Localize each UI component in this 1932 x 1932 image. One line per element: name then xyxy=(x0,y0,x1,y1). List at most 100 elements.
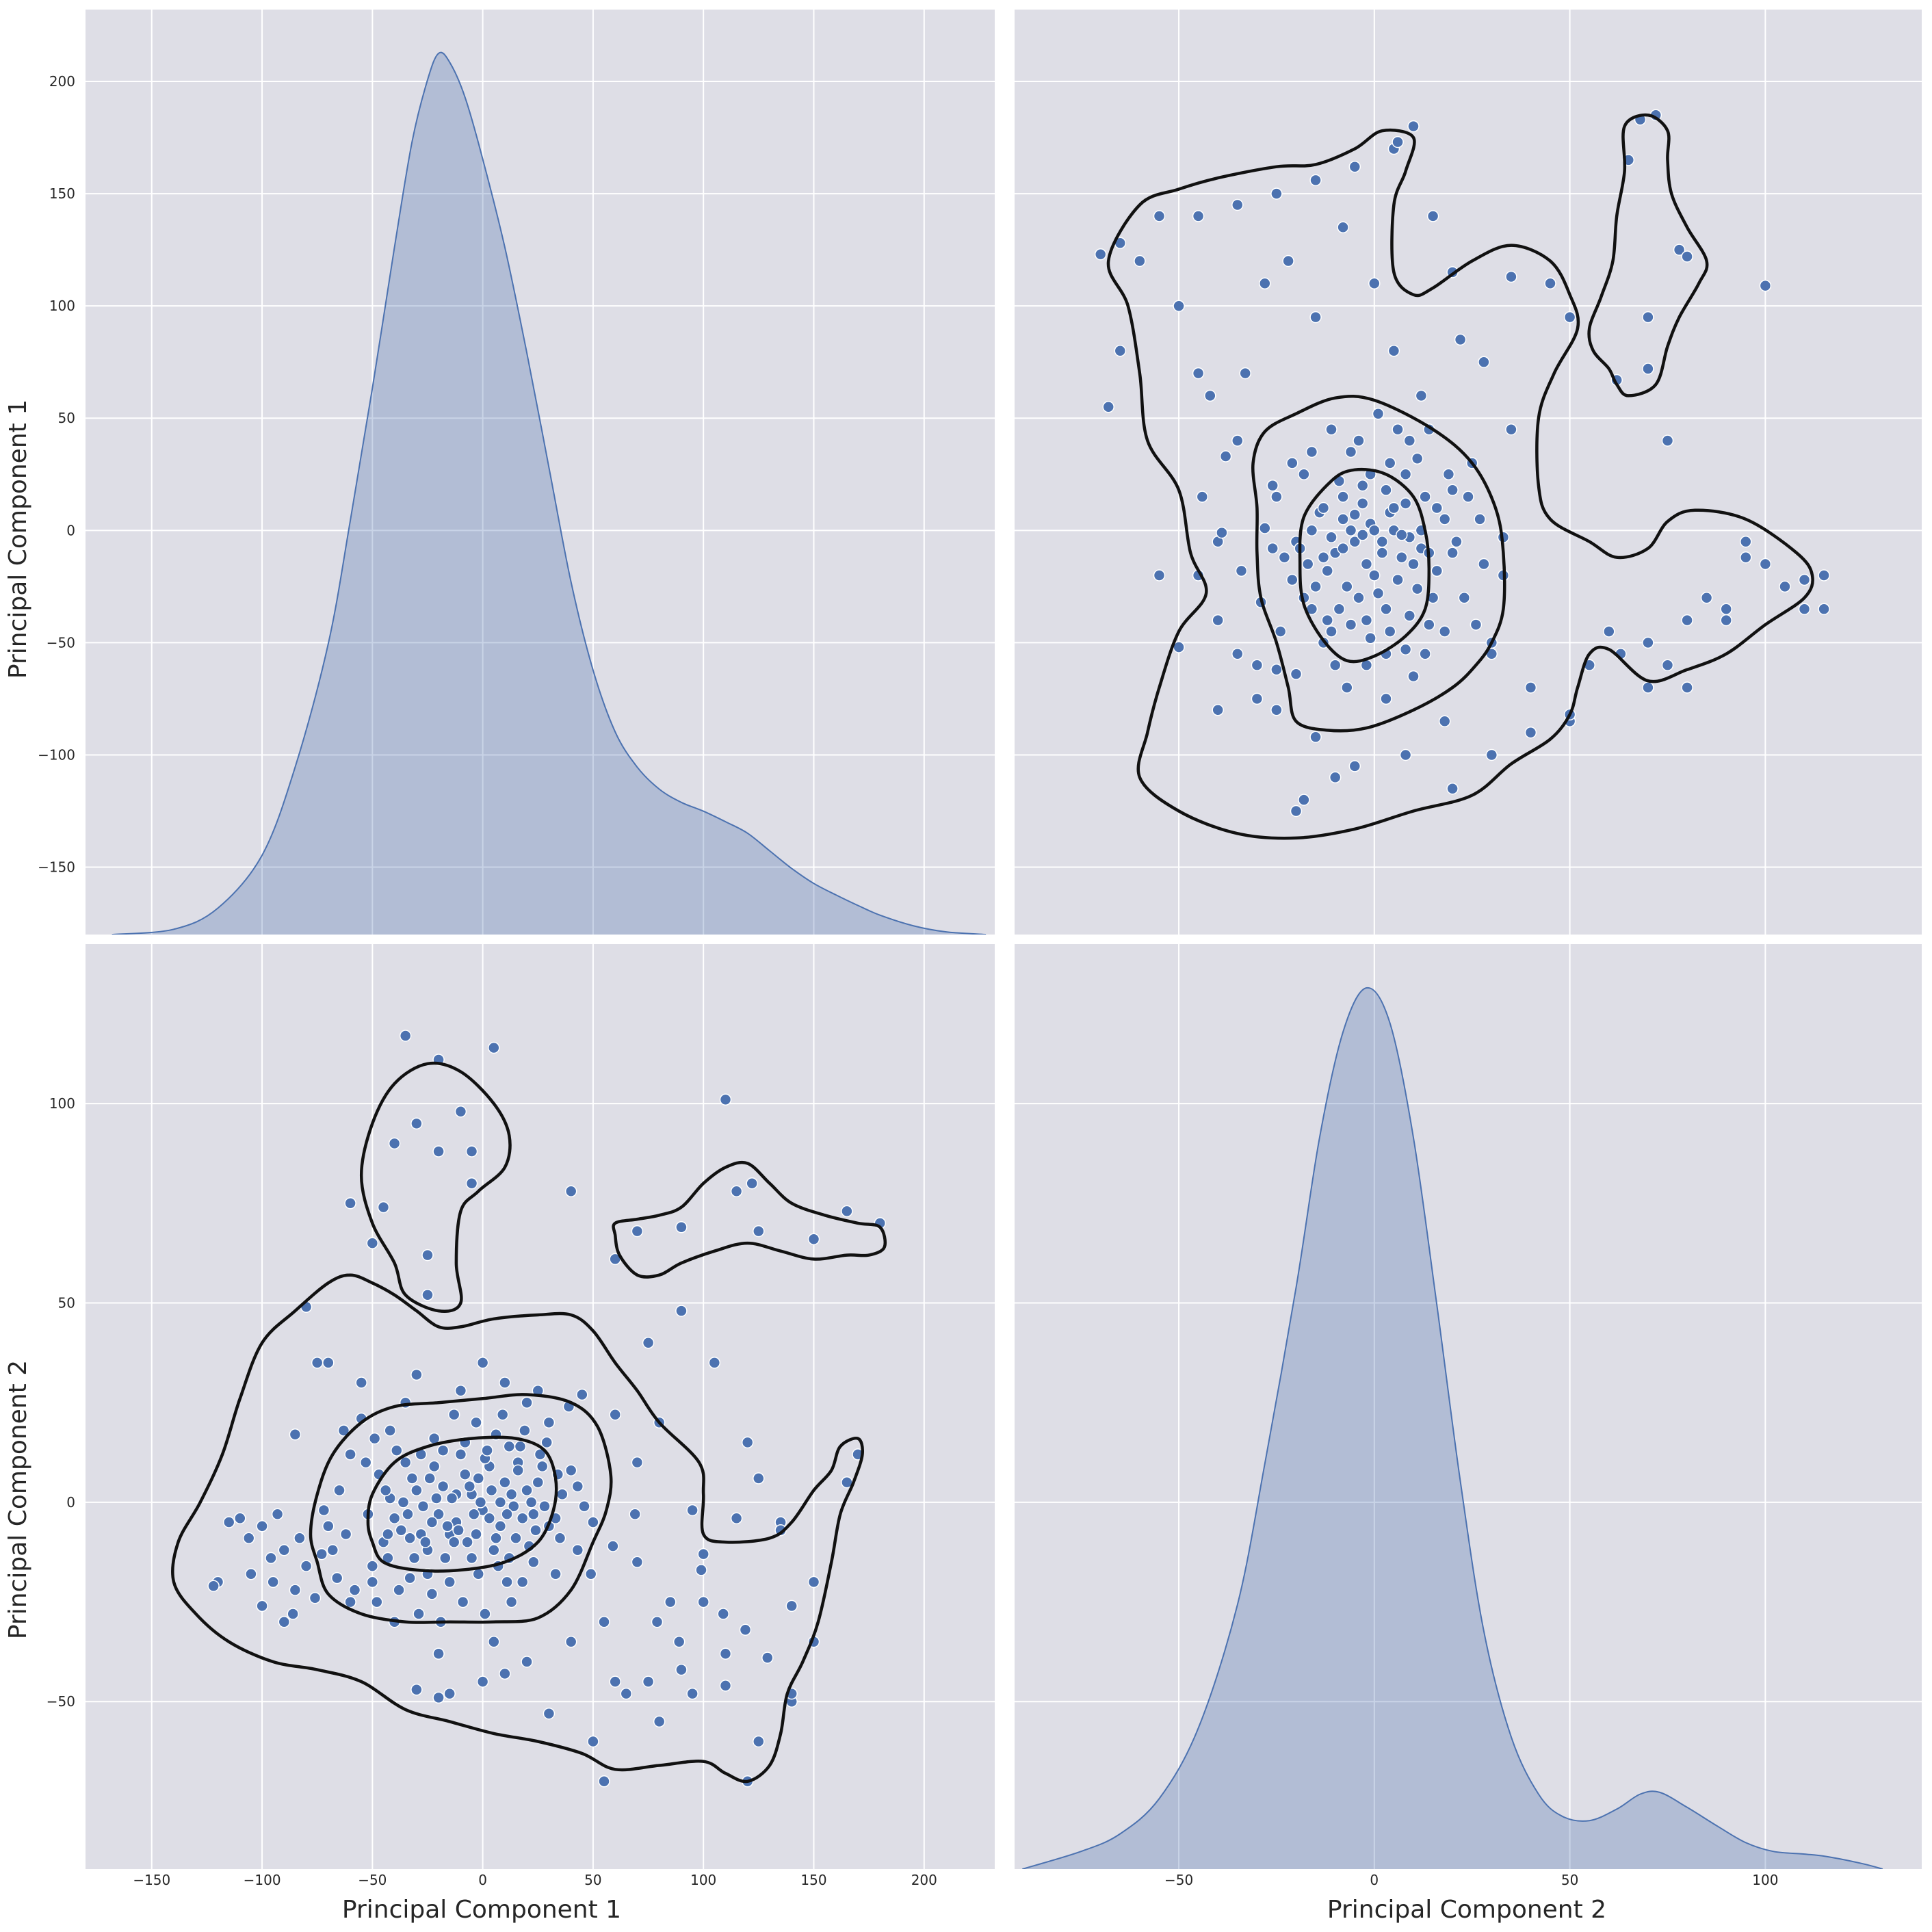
x-tick-label: 50 xyxy=(1561,1872,1578,1888)
scatter-point xyxy=(719,1647,732,1660)
scatter-point xyxy=(1720,603,1732,615)
scatter-point xyxy=(501,1508,513,1521)
scatter-point xyxy=(1219,450,1232,462)
scatter-point xyxy=(564,1636,577,1648)
scatter-point xyxy=(730,1185,743,1198)
scatter-point xyxy=(490,1532,502,1545)
scatter-point xyxy=(1376,547,1389,559)
scatter-point xyxy=(1642,311,1654,324)
y-tick-label: −150 xyxy=(38,859,75,876)
scatter-point xyxy=(447,1536,460,1548)
scatter-point xyxy=(404,1532,416,1545)
scatter-point xyxy=(443,1576,456,1589)
y-tick-label: 50 xyxy=(58,410,75,426)
scatter-point xyxy=(1681,614,1693,627)
scatter-point xyxy=(1309,174,1322,187)
scatter-point xyxy=(408,1552,421,1565)
scatter-point xyxy=(1341,580,1353,593)
scatter-point xyxy=(609,1675,621,1688)
scatter-point xyxy=(1474,513,1486,525)
scatter-point xyxy=(377,1201,390,1214)
scatter-point xyxy=(421,1249,434,1262)
scatter-point xyxy=(300,1560,313,1572)
scatter-point xyxy=(1321,614,1333,627)
x-axis-label-pc2: Principal Component 2 xyxy=(1327,1896,1606,1924)
scatter-point xyxy=(1396,529,1408,541)
scatter-point xyxy=(1344,445,1357,458)
scatter-point xyxy=(553,1532,566,1545)
scatter-point xyxy=(476,1675,489,1688)
scatter-point xyxy=(1317,501,1330,514)
scatter-point xyxy=(1360,614,1373,627)
scatter-point xyxy=(1309,731,1322,743)
scatter-point xyxy=(465,1177,478,1190)
scatter-point xyxy=(452,1524,465,1537)
scatter-point xyxy=(366,1576,379,1589)
y-tick-label: 0 xyxy=(66,522,75,538)
scatter-point xyxy=(322,1520,335,1532)
scatter-point xyxy=(1290,668,1303,681)
kde-contour-line xyxy=(359,1061,512,1314)
scatter-point xyxy=(587,1735,599,1748)
scatter-point xyxy=(1266,479,1279,492)
scatter-point xyxy=(741,1436,754,1449)
scatter-point xyxy=(410,1368,423,1381)
scatter-point xyxy=(1114,345,1127,357)
scatter-point xyxy=(410,1484,423,1497)
scatter-point xyxy=(1270,491,1283,503)
scatter-point xyxy=(485,1484,498,1497)
scatter-point xyxy=(1274,625,1287,638)
scatter-point xyxy=(1642,363,1654,375)
scatter-point xyxy=(521,1396,533,1409)
scatter-point xyxy=(384,1424,396,1437)
scatter-point xyxy=(481,1444,493,1457)
scatter-point xyxy=(1431,501,1444,514)
scatter-point xyxy=(1642,681,1654,694)
x-tick-label: −100 xyxy=(244,1872,281,1888)
scatter-point xyxy=(339,1528,352,1541)
scatter-point xyxy=(686,1687,699,1700)
y-axis-label-pc2: Principal Component 2 xyxy=(4,1360,32,1639)
scatter-point xyxy=(631,1456,644,1469)
x-tick-label: 100 xyxy=(1752,1872,1778,1888)
scatter-point xyxy=(571,1544,584,1556)
scatter-point xyxy=(1446,547,1459,559)
scatter-point xyxy=(379,1484,392,1497)
scatter-point xyxy=(1341,681,1353,694)
scatter-point xyxy=(1399,748,1412,761)
scatter-point xyxy=(1446,484,1459,497)
scatter-point xyxy=(1779,580,1791,593)
scatter-point xyxy=(1356,479,1369,492)
scatter-point xyxy=(609,1408,621,1421)
scatter-point xyxy=(1470,618,1483,631)
scatter-point xyxy=(1462,491,1474,503)
scatter-point xyxy=(1798,573,1811,586)
scatter-point xyxy=(1380,692,1392,705)
scatter-point xyxy=(366,1237,379,1249)
scatter-point xyxy=(1270,187,1283,200)
scatter-point xyxy=(642,1337,655,1349)
scatter-point xyxy=(1251,659,1264,671)
scatter-point xyxy=(530,1524,542,1537)
scatter-point xyxy=(1450,535,1463,548)
scatter-point xyxy=(1387,501,1400,514)
scatter-point xyxy=(267,1576,279,1589)
scatter-point xyxy=(456,1595,469,1608)
scatter-point xyxy=(1278,551,1291,564)
scatter-point xyxy=(1298,794,1310,806)
scatter-point xyxy=(388,1137,401,1150)
kde-contour-line xyxy=(1251,394,1506,733)
scatter-point xyxy=(382,1528,394,1541)
scatter-point xyxy=(1212,614,1224,627)
scatter-point xyxy=(1259,522,1271,534)
scatter-point xyxy=(1392,423,1404,436)
scatter-point xyxy=(426,1588,439,1600)
scatter-point xyxy=(717,1608,729,1620)
scatter-point xyxy=(1603,625,1615,638)
scatter-point xyxy=(564,1464,577,1476)
scatter-point xyxy=(1478,356,1490,368)
scatter-point xyxy=(631,1556,644,1569)
scatter-point xyxy=(472,1472,484,1485)
scatter-point xyxy=(505,1488,518,1500)
y-tick-label: −50 xyxy=(47,634,75,651)
